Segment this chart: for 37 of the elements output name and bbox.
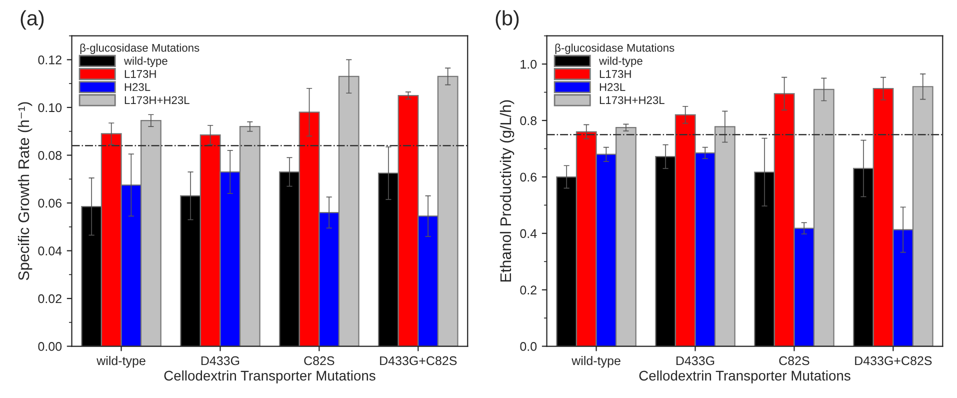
x-tick-label: D433G [676,356,714,366]
y-tick-label: 1.0 [520,60,537,69]
y-tick-label: 0.0 [520,342,537,351]
x-axis-title: Cellodextrin Transporter Mutations [164,370,376,384]
legend-label: L173H [124,70,156,78]
x-tick-label: D433G+C82S [380,356,457,366]
x-tick-label: D433G [201,356,240,366]
y-tick-label: 0.00 [38,342,62,351]
y-tick-label: 0.8 [520,116,537,126]
legend-label: wild-type [124,56,168,68]
x-tick-label: C82S [304,356,334,366]
y-tick-label: 0.12 [38,56,62,64]
legend-label: H23L [600,83,626,92]
legend-title: β-glucosidase Mutations [80,44,200,54]
legend-label: H23L [124,83,150,92]
legend-label: L173H [600,70,631,78]
y-tick-label: 0.10 [38,103,62,112]
x-tick-label: C82S [779,356,810,366]
legend-title: β-glucosidase Mutations [555,44,674,54]
chart-title: (b) [496,10,519,30]
x-tick-label: wild-type [96,356,146,368]
y-tick-label: 0.6 [520,172,537,182]
x-tick-label: D433G+C82S [855,356,932,366]
x-tick-label: wild-type [572,356,620,368]
y-axis-title: Specific Growth Rate (h⁻¹) [18,102,32,280]
legend-label: L173H+H23L [600,96,664,104]
y-tick-label: 0.02 [38,294,62,304]
y-tick-label: 0.08 [38,151,62,160]
legend-label: L173H+H23L [124,96,190,104]
y-tick-label: 0.4 [520,229,537,238]
y-tick-label: 0.04 [38,246,62,256]
y-tick-label: 0.2 [520,286,536,294]
legend-label: wild-type [599,56,642,68]
y-axis-title: Ethanol Productivity (g/L/h) [500,100,514,282]
x-axis-title: Cellodextrin Transporter Mutations [639,370,850,384]
chart-title: (a) [20,10,44,30]
y-tick-label: 0.06 [38,198,62,208]
